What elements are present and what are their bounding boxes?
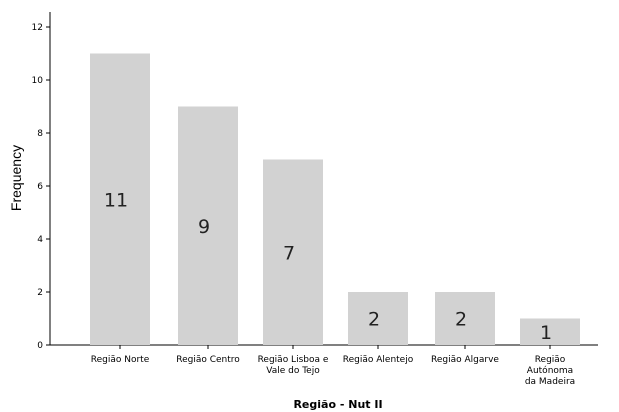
bars: [90, 53, 580, 345]
y-tick-label: 8: [37, 129, 43, 139]
x-category-label: Região Alentejo: [343, 355, 414, 365]
bar: [520, 318, 580, 345]
y-axis-title: Frequency: [8, 145, 24, 211]
y-tick-label: 6: [37, 182, 43, 192]
bar: [263, 159, 323, 345]
y-tick-label: 0: [37, 341, 43, 351]
x-category-label: Região Norte: [91, 355, 150, 365]
bar: [348, 292, 408, 345]
y-tick-label: 12: [32, 23, 43, 33]
bar-data-label: 7: [283, 242, 295, 264]
x-category-label: Região Centro: [176, 355, 240, 365]
y-tick-label: 4: [37, 235, 43, 245]
bar-data-label: 2: [455, 309, 467, 331]
x-axis-title: Região - Nut II: [293, 398, 382, 411]
x-category-label: Região Lisboa e Vale do Tejo: [258, 355, 329, 376]
y-tick-label: 2: [37, 288, 43, 298]
bar: [178, 106, 238, 345]
x-axis: [50, 344, 598, 349]
bar: [435, 292, 495, 345]
y-tick-label: 10: [32, 76, 44, 86]
bar-data-label: 2: [368, 309, 380, 331]
y-axis: 0 2 4 6 8 10 12: [32, 12, 51, 351]
bar: [90, 53, 150, 345]
x-category-label: Região Algarve: [431, 355, 499, 365]
bar-data-labels: 11 9 7 2 2 1: [104, 189, 552, 344]
bar-data-label: 9: [198, 216, 210, 238]
bar-data-label: 1: [540, 322, 552, 344]
bar-data-label: 11: [104, 189, 128, 211]
category-labels: Região Norte Região Centro Região Lisboa e…: [91, 355, 575, 387]
x-category-label: Região Autónoma da Madeira: [525, 355, 575, 387]
